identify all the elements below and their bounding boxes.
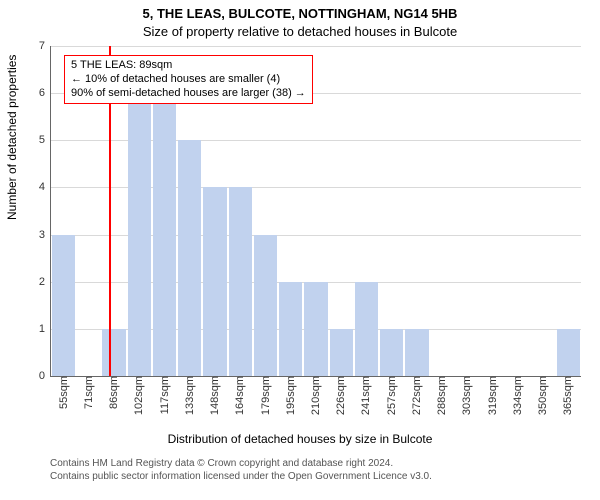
chart-subtitle: Size of property relative to detached ho… (0, 24, 600, 39)
annotation-line-2: 90% of semi-detached houses are larger (… (71, 87, 306, 101)
x-tick-label: 133sqm (184, 376, 196, 415)
x-tick-label: 257sqm (386, 376, 398, 415)
annotation-line-1: ← 10% of detached houses are smaller (4) (71, 73, 306, 87)
x-tick-label: 179sqm (260, 376, 272, 415)
x-tick-label: 148sqm (209, 376, 221, 415)
histogram-bar (557, 329, 580, 376)
x-tick-label: 210sqm (310, 376, 322, 415)
y-tick-label: 5 (39, 134, 51, 146)
x-tick-label: 350sqm (537, 376, 549, 415)
y-tick-label: 2 (39, 276, 51, 288)
histogram-chart: 5, THE LEAS, BULCOTE, NOTTINGHAM, NG14 5… (0, 0, 600, 500)
gridline (51, 46, 581, 47)
histogram-bar (355, 282, 378, 376)
x-tick-label: 86sqm (108, 376, 120, 409)
histogram-bar (380, 329, 403, 376)
y-tick-label: 7 (39, 40, 51, 52)
x-tick-label: 288sqm (436, 376, 448, 415)
histogram-bar (102, 329, 125, 376)
y-tick-label: 6 (39, 87, 51, 99)
x-tick-label: 102sqm (133, 376, 145, 415)
histogram-bar (178, 140, 201, 376)
histogram-bar (405, 329, 428, 376)
x-tick-label: 272sqm (411, 376, 423, 415)
footnote-line1: Contains HM Land Registry data © Crown c… (50, 458, 432, 471)
y-tick-label: 0 (39, 370, 51, 382)
x-tick-label: 55sqm (58, 376, 70, 409)
x-tick-label: 319sqm (487, 376, 499, 415)
x-tick-label: 117sqm (159, 376, 171, 414)
histogram-bar (153, 93, 176, 376)
histogram-bar (128, 93, 151, 376)
footnote: Contains HM Land Registry data © Crown c… (50, 458, 432, 483)
y-tick-label: 1 (39, 323, 51, 335)
x-tick-label: 241sqm (360, 376, 372, 415)
x-tick-label: 303sqm (461, 376, 473, 415)
x-tick-label: 164sqm (234, 376, 246, 415)
x-tick-label: 195sqm (285, 376, 297, 415)
x-tick-label: 365sqm (562, 376, 574, 415)
annotation-line-0: 5 THE LEAS: 89sqm (71, 59, 306, 73)
x-tick-label: 334sqm (512, 376, 524, 415)
x-tick-label: 71sqm (83, 376, 95, 409)
histogram-bar (254, 235, 277, 376)
histogram-bar (203, 187, 226, 376)
chart-title-address: 5, THE LEAS, BULCOTE, NOTTINGHAM, NG14 5… (0, 6, 600, 21)
x-tick-label: 226sqm (335, 376, 347, 415)
histogram-bar (279, 282, 302, 376)
y-tick-label: 4 (39, 181, 51, 193)
histogram-bar (330, 329, 353, 376)
y-axis-label: Number of detached properties (5, 55, 19, 220)
y-tick-label: 3 (39, 229, 51, 241)
annotation-box: 5 THE LEAS: 89sqm← 10% of detached house… (64, 55, 313, 104)
footnote-line2: Contains public sector information licen… (50, 471, 432, 484)
histogram-bar (52, 235, 75, 376)
x-axis-label: Distribution of detached houses by size … (0, 432, 600, 446)
histogram-bar (229, 187, 252, 376)
histogram-bar (304, 282, 327, 376)
